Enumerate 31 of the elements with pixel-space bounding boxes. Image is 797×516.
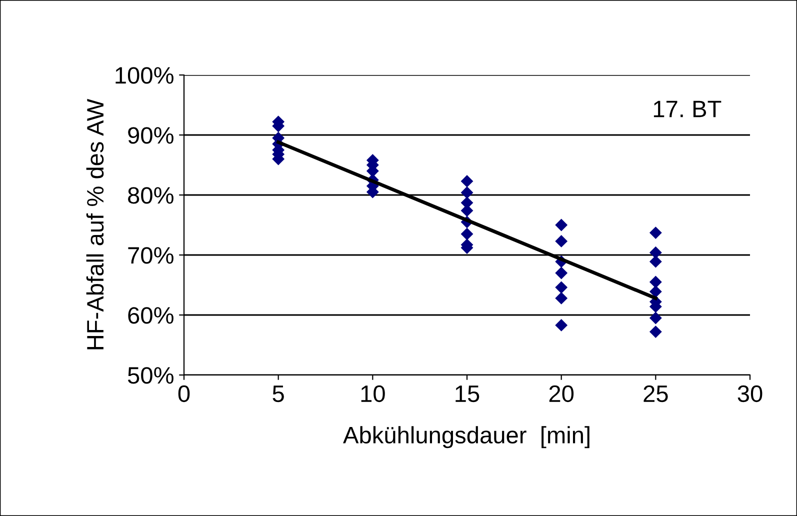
- point: [460, 174, 474, 188]
- point: [649, 246, 662, 259]
- y-tick-label: 70%: [128, 247, 174, 264]
- point: [460, 186, 474, 199]
- point: [649, 226, 662, 240]
- point: [555, 292, 568, 304]
- y-tick-label: 80%: [128, 187, 174, 204]
- x-tick-label: 10: [361, 385, 385, 402]
- point: [555, 234, 568, 248]
- y-axis-title: HF-Abfall auf % des AW: [86, 98, 104, 350]
- y-tick-label: 60%: [128, 307, 174, 324]
- y-tick-label: 50%: [128, 367, 174, 384]
- point: [555, 281, 568, 294]
- point: [649, 312, 662, 324]
- x-tick-label: 25: [644, 385, 668, 402]
- y-tick-label: 90%: [128, 127, 174, 144]
- x-tick-label: 5: [272, 386, 284, 402]
- point: [649, 285, 662, 298]
- x-tick-label: 15: [456, 386, 480, 402]
- point: [460, 228, 474, 240]
- point: [555, 218, 568, 232]
- x-tick-label: 0: [178, 385, 190, 402]
- annotation: 17. BT: [654, 100, 722, 118]
- x-tick-label: 20: [549, 385, 574, 402]
- y-tick-label: 100%: [116, 67, 174, 84]
- point: [555, 266, 568, 280]
- point: [649, 326, 662, 338]
- x-axis-title: Abkühlungsdauer [min]: [343, 426, 590, 448]
- x-tick-label: 30: [738, 385, 762, 402]
- point: [649, 276, 662, 288]
- point: [555, 318, 568, 332]
